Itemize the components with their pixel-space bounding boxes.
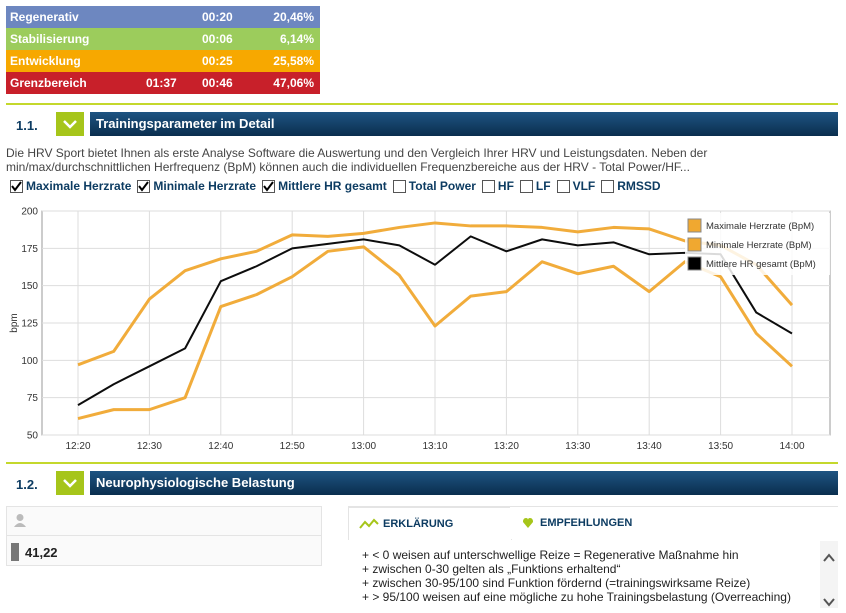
- section-number: 1.1.: [16, 118, 38, 133]
- zone-name: Grenzbereich: [10, 76, 87, 90]
- tab-label: EMPFEHLUNGEN: [540, 517, 633, 529]
- x-tick-label: 13:30: [565, 441, 590, 452]
- collapse-toggle[interactable]: [56, 471, 84, 495]
- scrollbar[interactable]: [820, 541, 838, 608]
- user-icon: [14, 514, 26, 527]
- checkbox-box: [137, 179, 151, 193]
- legend-swatch: [687, 237, 702, 252]
- checkbox-box: [10, 179, 23, 193]
- tab[interactable]: ERKLÄRUNG: [348, 507, 512, 540]
- tab[interactable]: EMPFEHLUNGEN: [510, 507, 838, 539]
- y-axis-label: bpm: [9, 313, 20, 332]
- zone-duration: 01:37: [146, 76, 177, 90]
- checkbox-box: [519, 179, 533, 193]
- tab-label: ERKLÄRUNG: [383, 518, 454, 530]
- series-line: [77, 245, 794, 421]
- zone-time: 00:25: [202, 54, 233, 68]
- checkbox-label: Mittlere HR gesamt: [278, 179, 387, 193]
- checkbox-label: RMSSD: [617, 179, 661, 193]
- checkbox-label: VLF: [572, 179, 596, 193]
- y-tick-label: 125: [21, 319, 38, 330]
- y-tick-label: 150: [21, 281, 38, 292]
- score-bar: [11, 543, 19, 561]
- explanation-list: + < 0 weisen auf unterschwellige Reize =…: [362, 548, 791, 604]
- checkbox-box: [392, 179, 406, 193]
- legend-label: Mittlere HR gesamt (BpM): [706, 259, 816, 270]
- explanation-line: + < 0 weisen auf unterschwellige Reize =…: [362, 548, 739, 562]
- description: Die HRV Sport bietet Ihnen als erste Ana…: [6, 146, 708, 174]
- score-value: 41,22: [25, 545, 58, 560]
- x-tick-label: 13:10: [422, 441, 447, 452]
- chart: 50 75 100 125 150 175 200 12:20 12:30 12:40 12:50 1…: [9, 207, 831, 452]
- explanation-line: + > 95/100 weisen auf eine mögliche zu h…: [362, 590, 791, 604]
- checkbox[interactable]: VLF: [556, 179, 596, 193]
- zone-percent: 20,46%: [273, 10, 314, 24]
- x-tick-label: 13:00: [351, 441, 376, 452]
- x-tick-label: 12:50: [280, 441, 305, 452]
- score-box: 41,22: [6, 506, 322, 566]
- zone-row: Entwicklung 00:25 25,58%: [6, 50, 320, 72]
- series-line: [77, 235, 793, 406]
- section-number: 1.2.: [16, 477, 38, 492]
- x-tick-label: 12:40: [208, 441, 233, 452]
- tab-panel: ERKLÄRUNG EMPFEHLUNGEN: [348, 506, 838, 608]
- checkbox[interactable]: Mittlere HR gesamt: [262, 179, 387, 193]
- zone-row: Stabilisierung 00:06 6,14%: [6, 28, 320, 50]
- legend-label: Maximale Herzrate (BpM): [706, 221, 814, 232]
- divider: [6, 103, 838, 105]
- checkbox-label: Total Power: [408, 179, 476, 193]
- checkbox-box: [556, 179, 570, 193]
- x-tick-label: 13:40: [637, 441, 662, 452]
- x-tick-label: 14:00: [779, 441, 804, 452]
- zone-percent: 25,58%: [273, 54, 314, 68]
- zone-percent: 6,14%: [279, 32, 314, 46]
- zone-name: Entwicklung: [10, 54, 81, 68]
- y-tick-label: 50: [27, 431, 39, 442]
- checkbox[interactable]: Total Power: [392, 179, 476, 193]
- zone-name: Stabilisierung: [10, 32, 90, 46]
- checkbox-label: Maximale Herzrate: [26, 179, 132, 193]
- divider: [6, 462, 838, 464]
- zone-row: Regenerativ 00:20 20,46%: [6, 6, 320, 28]
- legend-swatch: [687, 256, 702, 271]
- checkbox[interactable]: RMSSD: [601, 179, 661, 193]
- zone-name: Regenerativ: [10, 10, 79, 24]
- checkbox-label: HF: [497, 179, 514, 193]
- section-title: Trainingsparameter im Detail: [90, 112, 838, 136]
- x-tick-label: 13:50: [708, 441, 733, 452]
- series-line: [77, 221, 794, 367]
- x-tick-label: 13:20: [494, 441, 519, 452]
- checkbox[interactable]: Minimale Herzrate: [137, 179, 256, 193]
- checkbox-label: LF: [535, 179, 551, 193]
- checkbox-row: Maximale Herzrate Minimale Herzrate Mittle…: [10, 179, 661, 193]
- zone-row: Grenzbereich 01:37 00:46 47,06%: [6, 72, 320, 94]
- x-tick-label: 12:30: [137, 441, 162, 452]
- checkbox[interactable]: HF: [481, 179, 514, 193]
- section-title: Neurophysiologische Belastung: [90, 471, 838, 495]
- zone-time: 00:20: [202, 10, 233, 24]
- checkbox-box: [262, 179, 276, 193]
- checkbox-box: [481, 179, 495, 193]
- explanation-line: + zwischen 30-95/100 sind Funktion förde…: [362, 576, 751, 590]
- explanation-line: + zwischen 0-30 gelten als „Funktions er…: [362, 562, 621, 576]
- legend-label: Minimale Herzrate (BpM): [706, 240, 812, 251]
- y-tick-label: 100: [21, 356, 38, 367]
- legend-swatch: [687, 218, 702, 233]
- x-tick-label: 12:20: [65, 441, 90, 452]
- zone-percent: 47,06%: [273, 76, 314, 90]
- checkbox-label: Minimale Herzrate: [153, 179, 257, 193]
- checkbox-box: [601, 179, 615, 193]
- y-tick-label: 175: [21, 244, 38, 255]
- collapse-toggle[interactable]: [56, 112, 84, 136]
- checkbox[interactable]: Maximale Herzrate: [10, 179, 131, 193]
- zone-time: 00:06: [202, 32, 233, 46]
- zone-time: 00:46: [202, 76, 233, 90]
- y-tick-label: 200: [21, 207, 38, 218]
- checkbox[interactable]: LF: [519, 179, 551, 193]
- y-tick-label: 75: [27, 393, 39, 404]
- legend: [685, 213, 830, 275]
